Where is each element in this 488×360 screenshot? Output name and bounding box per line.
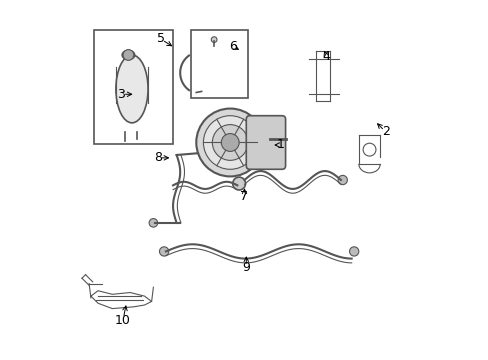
Text: 9: 9: [242, 261, 250, 274]
FancyBboxPatch shape: [246, 116, 285, 169]
Circle shape: [221, 134, 239, 152]
Text: 1: 1: [276, 139, 284, 152]
Circle shape: [149, 219, 157, 227]
Ellipse shape: [122, 50, 134, 59]
Circle shape: [123, 50, 134, 60]
Text: 6: 6: [228, 40, 236, 53]
Circle shape: [211, 37, 217, 42]
FancyBboxPatch shape: [190, 30, 247, 98]
Circle shape: [159, 247, 168, 256]
Circle shape: [349, 247, 358, 256]
Circle shape: [363, 143, 375, 156]
Text: 4: 4: [322, 50, 330, 63]
Circle shape: [212, 125, 247, 160]
Text: 10: 10: [115, 314, 131, 327]
Text: 2: 2: [381, 125, 389, 138]
Circle shape: [232, 177, 245, 190]
Ellipse shape: [116, 55, 148, 123]
FancyBboxPatch shape: [94, 30, 173, 144]
Text: 5: 5: [156, 32, 164, 45]
Text: 8: 8: [154, 151, 162, 165]
Circle shape: [337, 175, 346, 185]
Text: 7: 7: [240, 190, 248, 203]
Circle shape: [196, 109, 264, 176]
Text: 3: 3: [117, 88, 125, 101]
Circle shape: [203, 116, 257, 169]
